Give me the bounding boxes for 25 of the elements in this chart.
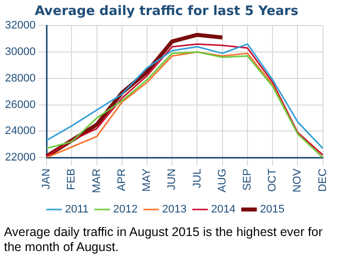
x-tick-label: SEP: [242, 168, 254, 191]
x-tick-label: APR: [116, 168, 128, 192]
y-tick-label: 22000: [4, 152, 36, 164]
text: Average daily traffic in August 2015 is the highest ever for the month of August.: [4, 225, 324, 255]
x-tick-label: JUL: [191, 168, 204, 188]
y-tick-label: 24000: [4, 125, 36, 138]
legend-label: 2014: [211, 204, 236, 216]
x-tick-label: NOV: [292, 168, 304, 192]
y-tick-label: 32000: [4, 20, 36, 32]
legend-label: 2015: [260, 204, 285, 216]
x-tick-label: MAY: [141, 168, 154, 192]
x-tick-label: JUN: [166, 168, 178, 190]
legend-label: 2013: [162, 204, 187, 216]
x-tick-label: AUG: [216, 168, 228, 192]
legend-label: 2011: [64, 204, 89, 216]
x-tick-label: OCT: [266, 168, 279, 192]
legend-label: 2012: [113, 204, 138, 216]
chart-title: Average daily traffic for last 5 Years: [34, 4, 299, 20]
y-tick-label: 28000: [4, 72, 36, 84]
x-tick-label: MAR: [90, 168, 103, 194]
x-tick-label: JAN: [40, 168, 53, 190]
y-tick-label: 26000: [4, 98, 36, 111]
x-tick-label: FEB: [66, 168, 78, 190]
y-tick-label: 30000: [4, 46, 36, 58]
x-tick-label: DEC: [316, 168, 329, 192]
